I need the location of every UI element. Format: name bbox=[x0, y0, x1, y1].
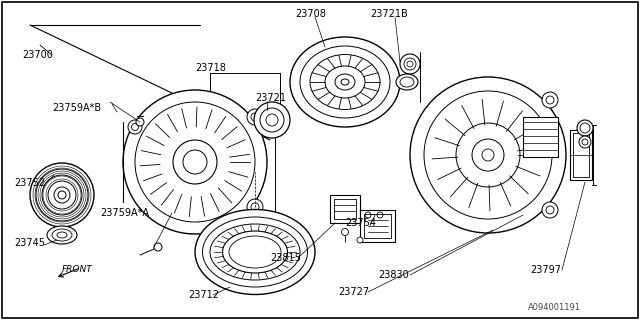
Bar bbox=[364, 214, 391, 238]
Text: 23708: 23708 bbox=[295, 9, 326, 19]
Text: A094001191: A094001191 bbox=[528, 303, 581, 313]
Bar bbox=[523, 117, 558, 157]
Bar bbox=[573, 133, 589, 177]
Circle shape bbox=[247, 109, 263, 125]
Text: 23727: 23727 bbox=[338, 287, 369, 297]
Circle shape bbox=[128, 120, 142, 134]
Bar bbox=[360, 210, 395, 242]
Circle shape bbox=[410, 77, 566, 233]
Ellipse shape bbox=[325, 66, 365, 98]
Circle shape bbox=[577, 120, 593, 136]
Circle shape bbox=[542, 202, 558, 218]
Circle shape bbox=[342, 228, 349, 236]
Text: 23745: 23745 bbox=[14, 238, 45, 248]
Bar bbox=[334, 199, 356, 219]
Circle shape bbox=[136, 118, 144, 126]
Circle shape bbox=[123, 90, 267, 234]
Circle shape bbox=[357, 237, 363, 243]
Text: 23754: 23754 bbox=[345, 218, 376, 228]
Text: 23700: 23700 bbox=[22, 50, 53, 60]
Text: FRONT: FRONT bbox=[62, 266, 93, 275]
Text: 23815: 23815 bbox=[270, 253, 301, 263]
Ellipse shape bbox=[223, 231, 287, 273]
Circle shape bbox=[254, 102, 290, 138]
Circle shape bbox=[173, 140, 217, 184]
Circle shape bbox=[247, 199, 263, 215]
Circle shape bbox=[30, 163, 94, 227]
Ellipse shape bbox=[195, 210, 315, 294]
Text: 23721B: 23721B bbox=[370, 9, 408, 19]
Text: 23797: 23797 bbox=[530, 265, 561, 275]
Circle shape bbox=[579, 136, 591, 148]
Text: 23759A*B: 23759A*B bbox=[52, 103, 101, 113]
Text: 23752: 23752 bbox=[14, 178, 45, 188]
Text: 23721: 23721 bbox=[255, 93, 286, 103]
Ellipse shape bbox=[47, 226, 77, 244]
Circle shape bbox=[542, 92, 558, 108]
Text: 23759A*A: 23759A*A bbox=[100, 208, 149, 218]
Ellipse shape bbox=[290, 37, 400, 127]
Circle shape bbox=[154, 243, 162, 251]
Text: 23830: 23830 bbox=[378, 270, 409, 280]
Text: 23712: 23712 bbox=[188, 290, 219, 300]
Circle shape bbox=[400, 54, 420, 74]
Text: 23718: 23718 bbox=[195, 63, 226, 73]
Bar bbox=[330, 195, 360, 223]
Bar bbox=[570, 130, 592, 180]
Ellipse shape bbox=[396, 74, 418, 90]
